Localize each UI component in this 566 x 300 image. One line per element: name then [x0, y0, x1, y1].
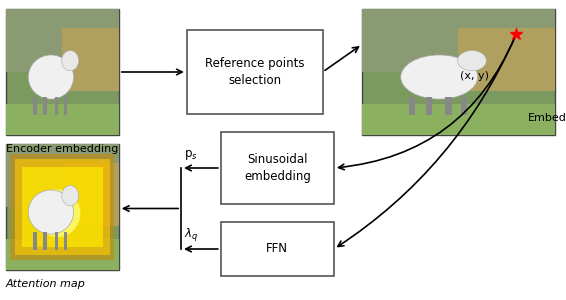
- Text: Embedding: Embedding: [528, 113, 566, 123]
- Bar: [10, 154, 114, 260]
- Bar: [6, 144, 119, 207]
- Bar: [15, 159, 110, 255]
- Bar: [43, 232, 47, 250]
- Text: (x, y): (x, y): [460, 71, 488, 81]
- Text: FFN: FFN: [267, 242, 288, 256]
- Text: p$_s$: p$_s$: [184, 148, 198, 162]
- Bar: [33, 97, 37, 115]
- FancyBboxPatch shape: [187, 30, 323, 114]
- Text: Attention map: Attention map: [6, 279, 85, 289]
- Ellipse shape: [28, 190, 74, 234]
- Text: $\lambda_q$: $\lambda_q$: [184, 226, 198, 243]
- Bar: [54, 97, 58, 115]
- Ellipse shape: [401, 55, 478, 99]
- Bar: [6, 9, 119, 72]
- Text: Reference points
selection: Reference points selection: [205, 57, 305, 87]
- Bar: [43, 97, 47, 115]
- Ellipse shape: [35, 189, 80, 237]
- Bar: [6, 144, 119, 270]
- Bar: [63, 97, 67, 115]
- Bar: [63, 232, 67, 250]
- Bar: [22, 167, 103, 247]
- Bar: [445, 97, 452, 115]
- Ellipse shape: [457, 51, 486, 71]
- Bar: [62, 163, 119, 226]
- Text: Sinusoidal
embedding: Sinusoidal embedding: [244, 153, 311, 183]
- Bar: [362, 9, 555, 72]
- Ellipse shape: [62, 51, 79, 71]
- FancyBboxPatch shape: [221, 132, 334, 204]
- Bar: [6, 238, 119, 270]
- FancyBboxPatch shape: [221, 222, 334, 276]
- Bar: [409, 97, 415, 115]
- Bar: [458, 28, 555, 91]
- Bar: [362, 103, 555, 135]
- Ellipse shape: [28, 55, 74, 99]
- Bar: [6, 9, 119, 135]
- Bar: [54, 232, 58, 250]
- Bar: [6, 103, 119, 135]
- Ellipse shape: [62, 186, 79, 206]
- Bar: [426, 97, 432, 115]
- Text: Encoder embedding: Encoder embedding: [6, 144, 118, 154]
- Bar: [362, 9, 555, 135]
- Bar: [33, 232, 37, 250]
- Bar: [461, 97, 467, 115]
- Bar: [62, 28, 119, 91]
